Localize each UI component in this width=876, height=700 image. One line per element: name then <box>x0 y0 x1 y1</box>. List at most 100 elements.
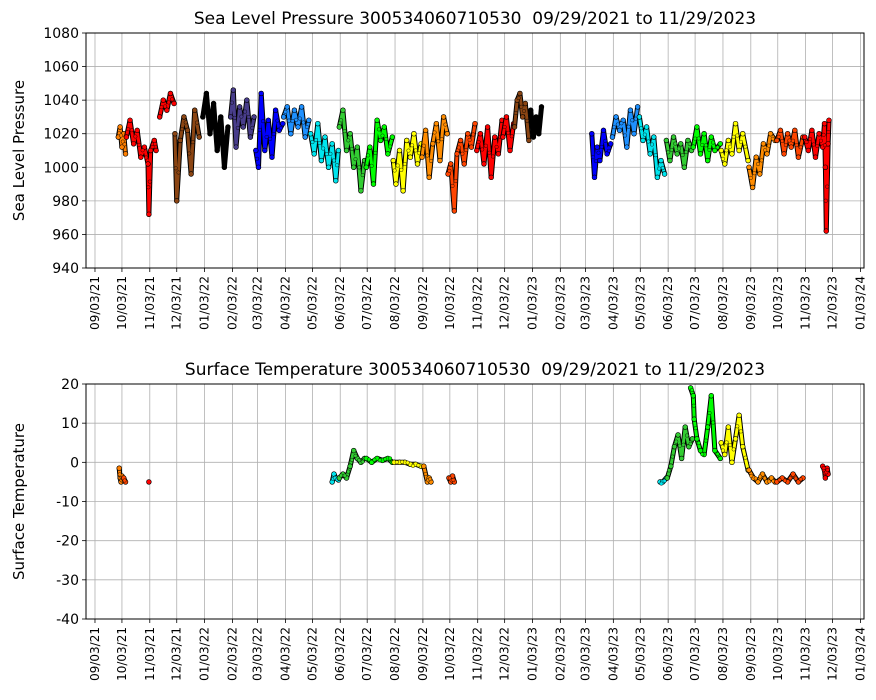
data-sample <box>216 132 221 137</box>
data-point <box>533 114 539 120</box>
data-point <box>177 137 184 144</box>
data-point <box>526 137 532 144</box>
data-point <box>368 459 375 466</box>
data-point <box>451 208 458 214</box>
data-point <box>658 157 664 164</box>
data-point <box>701 131 707 137</box>
x-tick-label: 07/03/23 <box>688 276 702 330</box>
data-point <box>272 107 279 113</box>
data-point <box>247 134 254 140</box>
data-sample <box>791 138 796 143</box>
data-sample <box>650 142 655 147</box>
data-sample <box>703 438 708 443</box>
y-tick-label: 1020 <box>43 127 79 143</box>
data-point <box>613 114 619 120</box>
data-sample <box>439 137 444 142</box>
data-sample <box>187 151 192 156</box>
data-sample <box>388 144 393 149</box>
x-tick-label: 05/03/22 <box>305 276 319 330</box>
data-point <box>697 447 704 454</box>
data-point <box>689 436 696 442</box>
data-series <box>663 134 695 170</box>
data-point <box>671 443 678 450</box>
data-sample <box>798 145 803 150</box>
data-point <box>821 120 828 127</box>
data-point <box>694 436 700 442</box>
x-tick-label: 04/03/22 <box>278 276 292 330</box>
data-point <box>244 97 250 103</box>
data-point <box>307 131 314 137</box>
data-sample <box>317 140 322 145</box>
x-tick-label: 08/03/23 <box>716 276 730 330</box>
data-sample <box>494 144 499 149</box>
data-sample <box>787 138 792 143</box>
data-point <box>315 120 321 127</box>
data-sample <box>783 142 788 147</box>
data-sample <box>349 146 354 151</box>
data-point <box>318 157 325 164</box>
data-series <box>819 463 831 481</box>
x-tick-label: 12/03/21 <box>170 276 184 330</box>
y-tick-label: 960 <box>52 227 79 243</box>
data-sample <box>513 110 518 115</box>
data-point <box>717 455 723 462</box>
data-sample <box>623 133 628 138</box>
data-sample <box>626 124 631 129</box>
data-series <box>664 424 696 481</box>
data-point <box>654 174 661 181</box>
data-point <box>311 151 317 157</box>
data-sample <box>118 133 123 138</box>
data-sample <box>777 477 782 482</box>
data-point <box>746 164 752 170</box>
data-point <box>367 144 373 150</box>
data-sample <box>126 127 131 132</box>
data-series <box>200 90 231 170</box>
data-sample <box>780 138 785 143</box>
x-tick-label: 10/03/22 <box>443 276 457 330</box>
data-sample <box>615 122 620 127</box>
data-sample <box>380 133 385 138</box>
data-sample <box>271 132 276 137</box>
data-sample <box>136 142 141 147</box>
data-sample <box>117 472 122 477</box>
data-series <box>419 114 450 181</box>
series-line <box>158 91 176 119</box>
data-sample <box>731 447 736 452</box>
x-tick-label: 11/03/22 <box>471 627 485 681</box>
data-sample <box>194 120 199 125</box>
data-sample <box>693 426 698 431</box>
data-point <box>690 144 697 150</box>
data-point <box>354 144 361 150</box>
data-sample <box>464 148 469 153</box>
data-point <box>753 154 759 160</box>
data-sample <box>290 118 295 123</box>
data-sample <box>603 138 608 143</box>
data-point <box>718 440 724 446</box>
data-point <box>146 211 152 217</box>
data-point <box>253 147 259 154</box>
data-point <box>347 463 353 469</box>
x-tick-label: 11/03/23 <box>799 276 813 330</box>
data-sample <box>690 388 695 393</box>
data-sample <box>808 136 813 141</box>
data-point <box>430 141 436 147</box>
data-sample <box>707 147 712 152</box>
data-series <box>746 467 778 485</box>
data-point <box>164 107 170 113</box>
data-sample <box>213 126 218 131</box>
data-sample <box>377 458 382 463</box>
data-point <box>682 424 688 430</box>
x-tick-label: 03/03/23 <box>579 627 593 681</box>
x-tick-label: 03/03/23 <box>579 276 593 330</box>
data-sample <box>246 114 251 119</box>
y-tick-label: 1060 <box>43 60 79 76</box>
data-point <box>809 127 815 134</box>
data-sample <box>235 125 240 130</box>
data-sample <box>642 132 647 137</box>
data-point <box>802 134 808 140</box>
x-tick-label: 08/03/22 <box>388 276 402 330</box>
data-point <box>591 174 598 181</box>
x-tick-label: 01/03/22 <box>198 627 212 681</box>
data-point <box>681 164 688 170</box>
data-point <box>661 171 668 177</box>
